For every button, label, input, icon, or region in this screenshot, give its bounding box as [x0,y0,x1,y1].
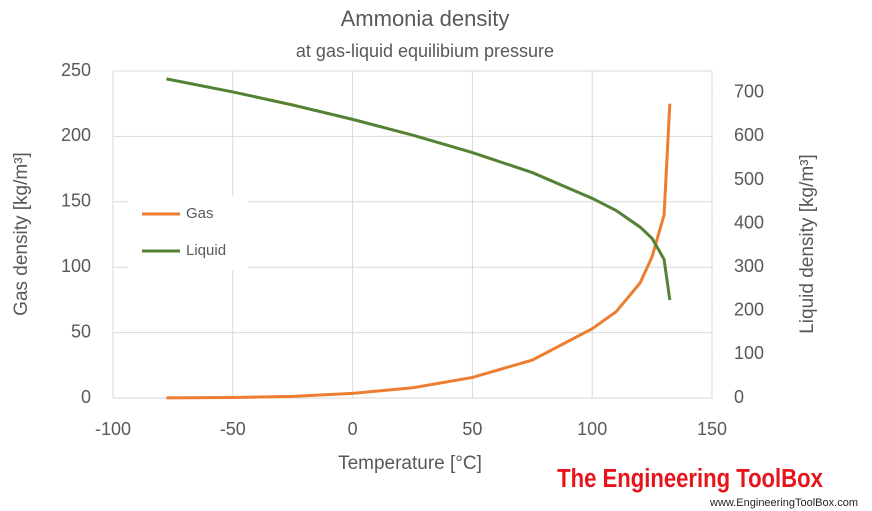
y2-tick-label: 600 [734,125,764,145]
x-tick-label: 150 [697,419,727,439]
y2-tick-label: 300 [734,256,764,276]
y2-tick-label: 500 [734,169,764,189]
y2-tick-label: 700 [734,82,764,102]
y-tick-label: 100 [61,256,91,276]
x-tick-label: 50 [462,419,482,439]
legend-box [128,196,248,270]
y-tick-label: 150 [61,191,91,211]
y-tick-label: 200 [61,125,91,145]
legend-label: Liquid [186,242,226,259]
watermark-title: The Engineering ToolBox [557,464,823,493]
watermark-url: www.EngineeringToolBox.com [709,497,858,509]
x-axis-label: Temperature [°C] [338,453,482,474]
chart-title: Ammonia density [341,6,510,31]
y2-axis-label: Liquid density [kg/m³] [797,154,818,334]
chart-subtitle: at gas-liquid equilibium pressure [296,41,554,61]
y-axis-label: Gas density [kg/m³] [11,152,32,316]
y2-tick-label: 400 [734,212,764,232]
y-tick-label: 50 [71,321,91,341]
y2-tick-label: 100 [734,343,764,363]
x-tick-label: 100 [577,419,607,439]
y-tick-label: 250 [61,60,91,80]
y-tick-label: 0 [81,387,91,407]
y2-tick-label: 0 [734,387,744,407]
x-tick-label: 0 [348,419,358,439]
line-series [166,77,672,301]
legend-label: Gas [186,205,214,222]
x-tick-label: -50 [220,419,246,439]
x-tick-label: -100 [95,419,131,439]
y2-tick-label: 200 [734,300,764,320]
line-series [166,103,672,400]
